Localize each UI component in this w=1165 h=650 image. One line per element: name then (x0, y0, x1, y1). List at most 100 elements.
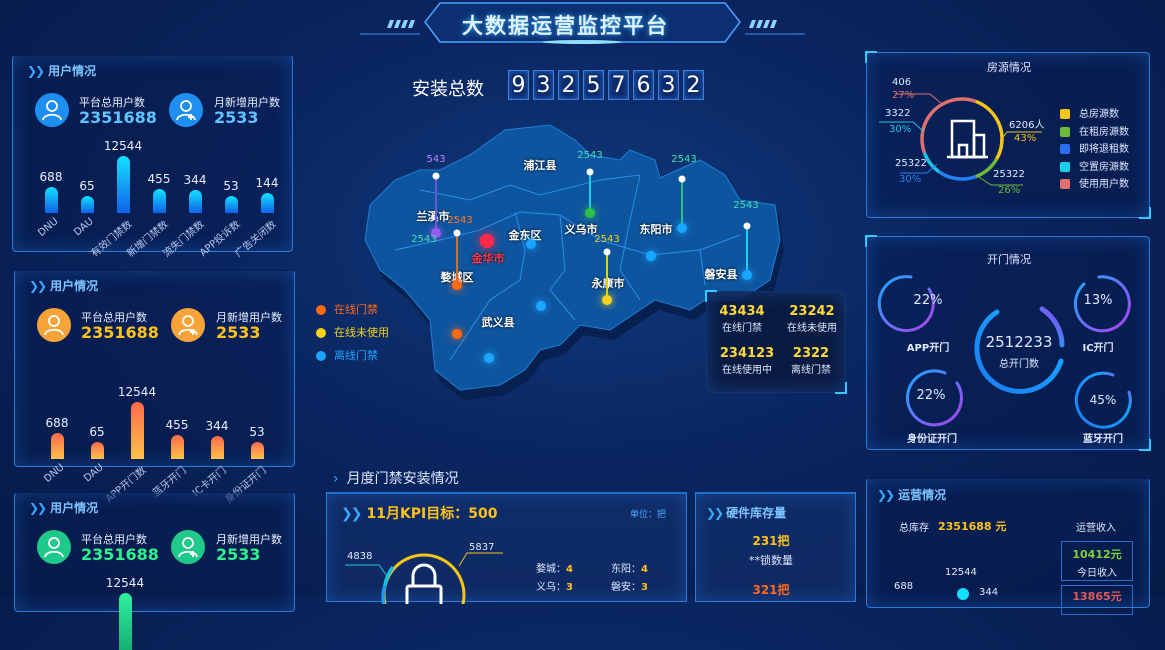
bar-value: 65 (79, 178, 95, 193)
kpi-left-value: 4838 (347, 551, 373, 562)
map-marker[interactable] (677, 223, 687, 233)
map-region-label: 兰溪市 (416, 210, 450, 223)
callout-value: 3322 (885, 108, 911, 119)
pin-value: 2543 (671, 154, 697, 165)
housing-legend-item[interactable]: 即将退租数 (1060, 141, 1129, 159)
double-chevron-icon: ❯❯ (29, 501, 47, 515)
counter-digit: 6 (633, 70, 654, 100)
map-marker[interactable] (526, 239, 536, 249)
housing-legend-item[interactable]: 总房源数 (1060, 106, 1129, 124)
bar-value: 455 (147, 172, 171, 187)
door-open-panel: 开门情况 22% APP开门 13% IC开门 22% 身份证开门 45% 蓝牙… (865, 235, 1151, 451)
map-region-label: 磐安县 (704, 268, 738, 281)
bar-value: 144 (255, 176, 279, 191)
stock-value: 2351688 元 (938, 520, 1007, 533)
new-users-label: 月新增用户数 (216, 311, 282, 324)
stat-value: 234123 (719, 346, 775, 361)
map-marker-capital[interactable] (480, 234, 494, 248)
bar[interactable] (211, 436, 224, 459)
map-marker[interactable] (452, 280, 462, 290)
bar[interactable] (81, 195, 94, 213)
housing-legend-item[interactable]: 空置房源数 (1060, 159, 1129, 177)
new-users-label: 月新增用户数 (214, 96, 280, 109)
income-label: 运营收入 (1076, 523, 1116, 534)
legend-offline[interactable]: 离线门禁 (316, 344, 389, 367)
user-panel: ❯❯ 用户情况 平台总用户数 2351688 月新增用户数 2533 12544 (14, 492, 295, 650)
user-icon (37, 530, 71, 564)
bar[interactable] (119, 593, 132, 650)
ring-segment (975, 158, 999, 179)
stat-label: 离线门禁 (791, 365, 831, 376)
map-marker[interactable] (585, 208, 595, 218)
bar[interactable] (91, 441, 104, 459)
income-box-2: 13865元 (1061, 585, 1133, 615)
map-pin[interactable] (678, 175, 686, 183)
map-pin[interactable] (586, 168, 594, 176)
pin-stem (681, 179, 683, 228)
total-open-label: 总开门数 (999, 359, 1039, 370)
pin-value: 2543 (447, 215, 473, 226)
total-users-label: 平台总用户数 (79, 96, 145, 109)
legend-online-unused[interactable]: 在线未使用 (316, 321, 389, 344)
map-marker[interactable] (536, 301, 546, 311)
map-marker[interactable] (742, 270, 752, 280)
double-chevron-icon: ❯❯ (29, 279, 47, 293)
bar[interactable] (189, 190, 202, 213)
unit-label: 单位：把 (630, 510, 667, 520)
map-marker[interactable] (484, 353, 494, 363)
bar[interactable] (131, 402, 144, 459)
door-stats-box: 43434 在线门禁 23242 在线未使用 234123 在线使用中 2322 离线门… (705, 290, 847, 394)
bar[interactable] (117, 156, 130, 213)
bar-value: 455 (165, 418, 189, 433)
map-marker[interactable] (452, 329, 462, 339)
legend-online[interactable]: 在线门禁 (316, 298, 389, 321)
kpi-right-value: 5837 (469, 542, 495, 553)
pin-stem (435, 176, 437, 232)
ring-segment (920, 131, 927, 154)
stat-value: 2322 (792, 346, 830, 361)
ops-chart-label: 688 (894, 581, 914, 592)
bar[interactable] (171, 435, 184, 459)
bar[interactable] (251, 441, 264, 459)
map-pin[interactable] (453, 229, 461, 237)
map-pin[interactable] (603, 248, 611, 256)
new-users-value: 2533 (216, 545, 261, 564)
ring-segment (922, 152, 941, 174)
map-marker[interactable] (646, 251, 656, 261)
stat-value: 23242 (789, 304, 835, 319)
callout-pct: 43% (1014, 133, 1037, 144)
counter-digit: 2 (683, 70, 704, 100)
map-marker[interactable] (602, 295, 612, 305)
second-stock-value: 321把 (752, 583, 790, 597)
user-panel: ❯❯ 用户情况 平台总用户数 2351688 月新增用户数 2533 688 DN… (12, 55, 293, 260)
ring-segment (975, 99, 1004, 160)
bar[interactable] (225, 195, 238, 213)
bar[interactable] (45, 186, 58, 213)
bar[interactable] (261, 193, 274, 213)
map-pin[interactable] (432, 172, 440, 180)
user-add-icon (169, 93, 203, 127)
user-panel-title: ❯❯ 用户情况 (29, 279, 99, 293)
operations-title: ❯❯ 运营情况 (877, 488, 947, 502)
callout-value: 25322 (993, 169, 1025, 180)
housing-legend-item[interactable]: 在租房源数 (1060, 124, 1129, 142)
housing-legend-item[interactable]: 使用用户数 (1060, 176, 1129, 194)
map-region-label: 金东区 (508, 229, 542, 242)
housing-ring-chart (879, 93, 1042, 186)
ops-chart-bar (957, 588, 969, 600)
bar[interactable] (51, 432, 64, 459)
gauge-id (906, 369, 963, 427)
callout-value: 6206人 (1009, 120, 1045, 131)
map-pin[interactable] (743, 222, 751, 230)
gauge-label: 蓝牙开门 (1083, 434, 1123, 445)
gauge-pct: 45% (1089, 393, 1117, 407)
legend-dot-icon (316, 328, 326, 338)
bar-value: 12544 (105, 576, 145, 590)
callout-pct: 26% (998, 185, 1021, 196)
hardware-title: ❯❯ 硬件库存量 (706, 506, 787, 520)
bar-value: 12544 (103, 139, 143, 153)
counter-digit: 7 (608, 70, 629, 100)
total-users-value: 2351688 (81, 323, 159, 342)
bar[interactable] (153, 189, 166, 213)
map-marker[interactable] (431, 228, 441, 238)
